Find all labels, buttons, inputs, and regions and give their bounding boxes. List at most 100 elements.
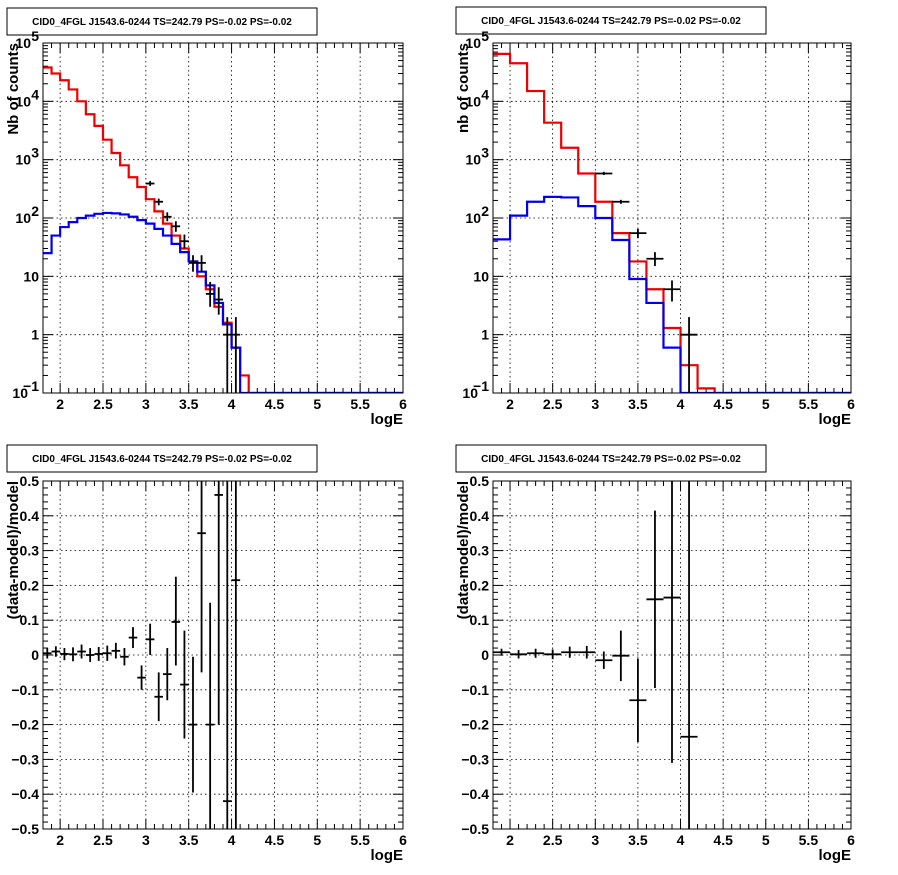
y-axis-label: Nb of counts xyxy=(5,43,22,135)
data-point xyxy=(544,649,562,660)
y-tick-label: −0.3 xyxy=(461,751,489,767)
x-tick-label: 3 xyxy=(142,832,150,848)
y-tick-label: 0.3 xyxy=(470,543,490,559)
data-point xyxy=(205,281,215,307)
data-point xyxy=(663,481,681,763)
y-tick-label: 0.3 xyxy=(20,543,40,559)
x-axis-label: logE xyxy=(371,411,404,428)
data-point xyxy=(510,650,528,659)
y-tick-label: 0 xyxy=(481,647,489,663)
x-tick-label: 3.5 xyxy=(628,396,648,412)
title-box xyxy=(6,444,318,473)
x-tick-label: 3 xyxy=(591,396,599,412)
x-tick-label: 4 xyxy=(228,832,236,848)
x-tick-label: 5 xyxy=(313,396,321,412)
x-tick-label: 5 xyxy=(762,832,770,848)
chart-title: CID0_4FGL J1543.6-0244 TS=242.79 PS=-0.0… xyxy=(481,454,741,465)
plot-frame xyxy=(492,42,852,394)
data-point xyxy=(629,658,647,742)
x-axis-label: logE xyxy=(371,847,404,864)
x-tick-label: 3.5 xyxy=(628,832,648,848)
data-point xyxy=(214,287,223,315)
y-tick-exponent: 3 xyxy=(31,145,39,161)
y-tick-label: 10 xyxy=(15,152,31,168)
y-tick-label: 1 xyxy=(31,327,39,343)
y-tick-label: 1 xyxy=(481,327,489,343)
y-tick-label: 0.5 xyxy=(20,473,40,489)
y-tick-label: −0.3 xyxy=(11,751,39,767)
x-tick-label: 2 xyxy=(56,396,64,412)
histogram-series-2 xyxy=(493,195,851,393)
title-box xyxy=(6,7,318,36)
y-tick-label: 10 xyxy=(12,385,28,401)
y-tick-exponent: 2 xyxy=(481,203,489,219)
plot-area xyxy=(43,481,241,829)
title-box xyxy=(455,6,767,35)
plot-area xyxy=(493,481,698,829)
data-point xyxy=(493,648,511,656)
y-tick-exponent: 5 xyxy=(481,28,489,44)
plot-panel-2: CID0_4FGL J1543.6-0244 TS=242.79 PS=-0.0… xyxy=(455,6,855,428)
data-point xyxy=(231,481,241,829)
y-tick-label: −0.5 xyxy=(11,821,39,837)
data-point xyxy=(612,630,630,682)
x-axis-label: logE xyxy=(819,847,852,864)
y-tick-label: 10 xyxy=(15,93,31,109)
data-point xyxy=(103,645,112,661)
x-tick-label: 6 xyxy=(847,396,855,412)
y-tick-label: 10 xyxy=(23,268,39,284)
data-point xyxy=(51,646,61,657)
data-point xyxy=(561,646,579,658)
x-tick-label: 5.5 xyxy=(350,396,370,412)
data-point xyxy=(595,651,613,669)
plot-frame xyxy=(492,480,852,830)
y-tick-label: 0.1 xyxy=(20,612,40,628)
data-point xyxy=(163,648,172,701)
data-point xyxy=(629,228,647,239)
data-point xyxy=(137,665,146,690)
x-tick-label: 3 xyxy=(142,396,150,412)
x-tick-label: 6 xyxy=(847,832,855,848)
y-tick-label: −0.1 xyxy=(11,682,39,698)
plot-panel-1: CID0_4FGL J1543.6-0244 TS=242.79 PS=-0.0… xyxy=(5,7,407,428)
x-tick-label: 5.5 xyxy=(799,396,819,412)
data-point xyxy=(646,252,664,267)
data-point xyxy=(205,602,215,829)
histogram-series-1 xyxy=(493,52,851,393)
y-tick-label: −0.1 xyxy=(461,682,489,698)
y-tick-label: −0.2 xyxy=(11,717,39,733)
data-point xyxy=(68,647,78,662)
data-point xyxy=(163,212,172,222)
chart-title: CID0_4FGL J1543.6-0244 TS=242.79 PS=-0.0… xyxy=(32,454,292,465)
y-axis-label: (data-model)/model xyxy=(455,481,472,619)
chart-title: CID0_4FGL J1543.6-0244 TS=242.79 PS=-0.0… xyxy=(32,17,292,28)
x-tick-label: 4.5 xyxy=(265,832,285,848)
data-point xyxy=(43,648,52,659)
y-tick-label: 10 xyxy=(465,152,481,168)
x-tick-label: 6 xyxy=(399,832,407,848)
data-point xyxy=(180,630,189,739)
chart-title: CID0_4FGL J1543.6-0244 TS=242.79 PS=-0.0… xyxy=(481,16,741,27)
data-point xyxy=(60,648,69,661)
data-point xyxy=(180,234,189,249)
x-tick-label: 6 xyxy=(399,396,407,412)
data-point xyxy=(145,181,155,186)
y-tick-exponent: 2 xyxy=(31,203,39,219)
x-tick-label: 3.5 xyxy=(179,832,199,848)
y-tick-label: 0.2 xyxy=(20,577,40,593)
x-tick-label: 2.5 xyxy=(543,396,563,412)
data-point xyxy=(94,646,103,661)
y-tick-label: 0.5 xyxy=(470,473,490,489)
y-tick-label: −0.2 xyxy=(461,717,489,733)
x-tick-label: 4.5 xyxy=(713,832,733,848)
data-point xyxy=(85,648,95,662)
x-tick-label: 5.5 xyxy=(350,832,370,848)
y-tick-exponent: −1 xyxy=(23,378,39,394)
y-axis-label: (data-model)/model xyxy=(5,481,22,619)
y-tick-label: 0.2 xyxy=(470,577,490,593)
data-point xyxy=(680,481,698,829)
data-point xyxy=(646,510,664,689)
data-point xyxy=(111,642,121,659)
x-tick-label: 2 xyxy=(56,832,64,848)
plot-frame xyxy=(42,42,404,394)
